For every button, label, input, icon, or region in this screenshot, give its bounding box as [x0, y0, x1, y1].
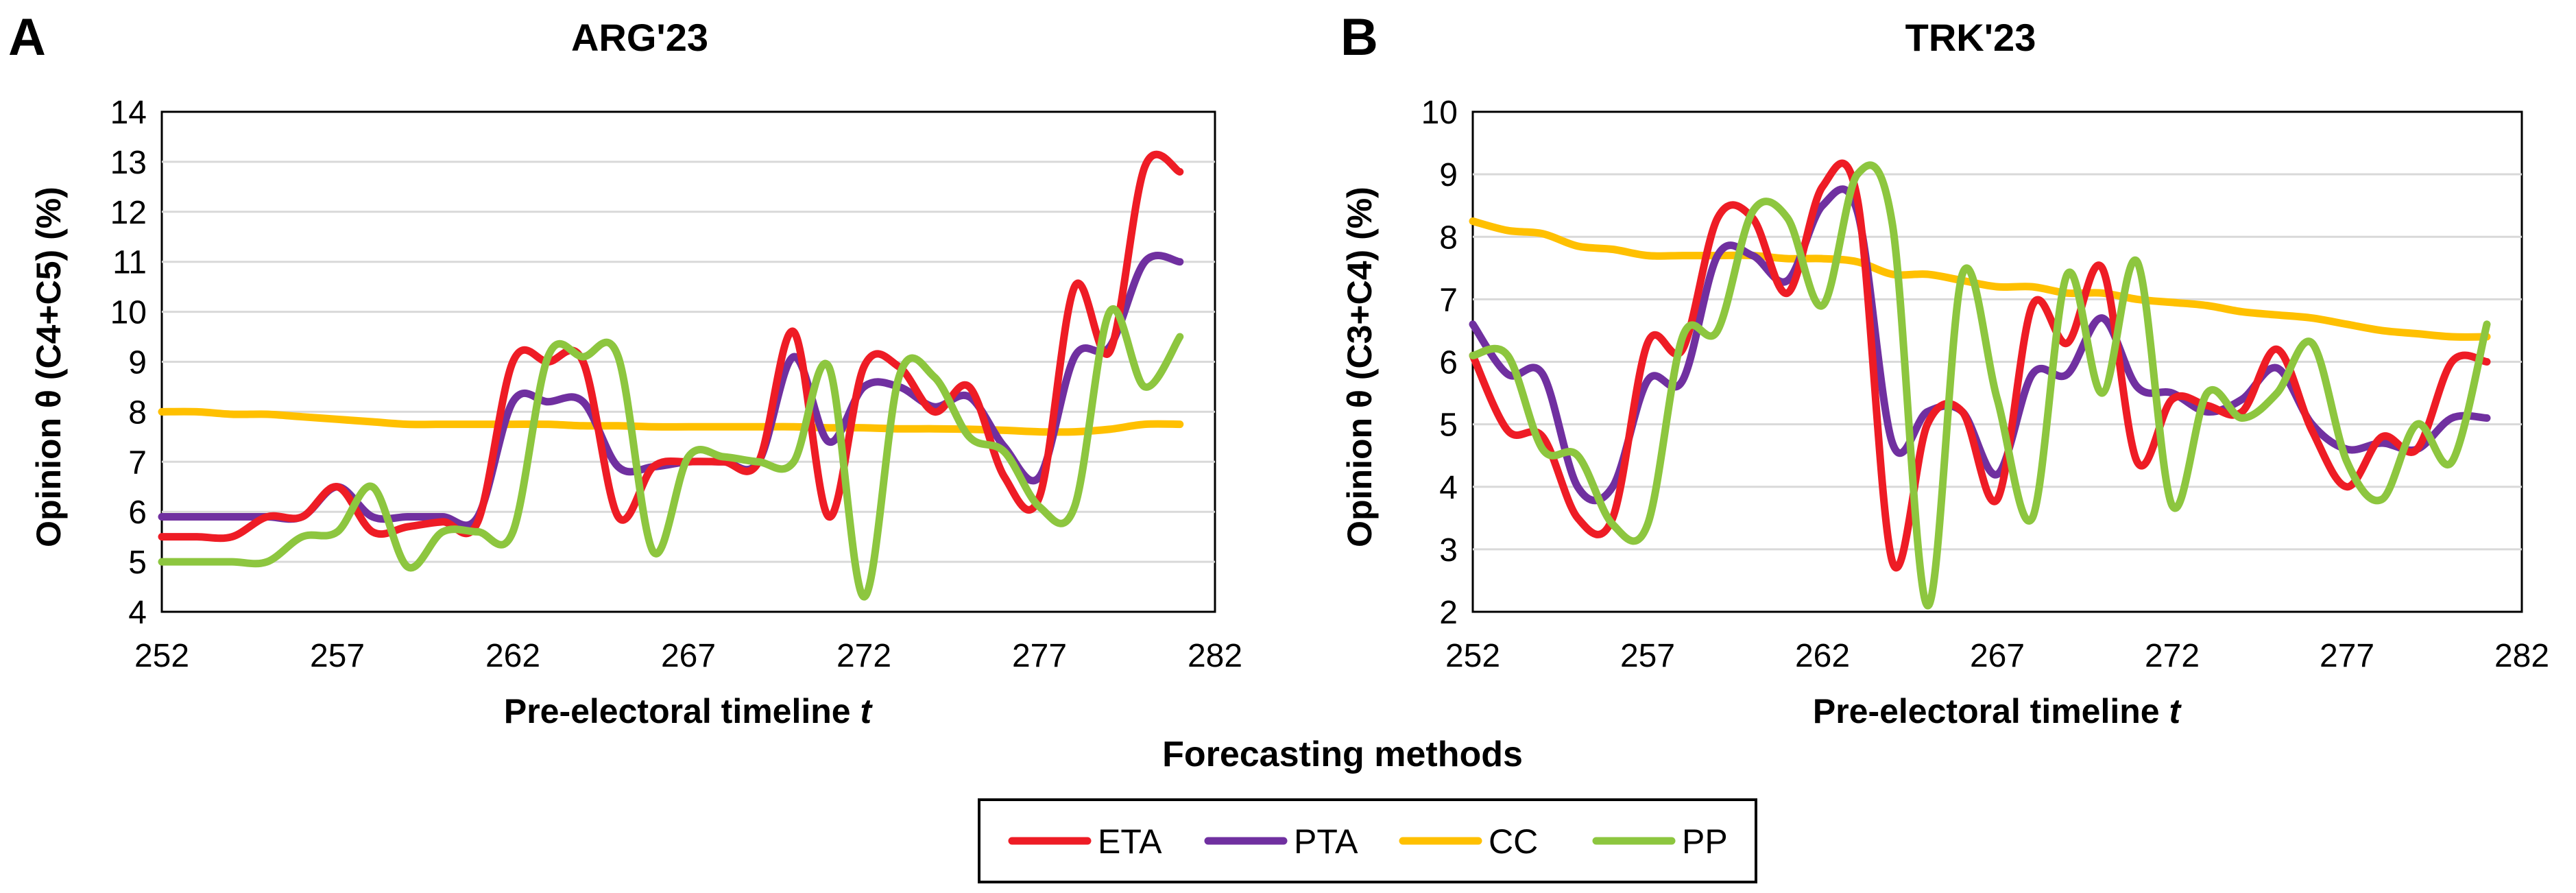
panel-a-y-tick-label: 10	[110, 295, 147, 331]
panel-b-x-tick-label: 277	[2320, 638, 2374, 674]
panel-a-y-tick-label: 6	[128, 495, 147, 531]
panel-a-y-tick-label: 7	[128, 444, 147, 481]
legend-label-pp: PP	[1682, 822, 1728, 861]
panel-a-x-tick-label: 282	[1188, 638, 1242, 674]
panel-b-series-eta-line	[1469, 159, 2491, 572]
panel-b-y-tick-label: 4	[1439, 470, 1458, 506]
panel-b-y-tick-label: 10	[1421, 95, 1458, 131]
panel-a-y-tick-label: 4	[128, 595, 147, 631]
panel-a-y-tick-label: 11	[112, 245, 147, 281]
panel-a-title: ARG'23	[571, 16, 708, 59]
panel-a-label: A	[8, 8, 46, 67]
legend-label-pta: PTA	[1294, 822, 1358, 861]
panel-b-y-axis-label: Opinion θ (C3+C4) (%)	[1340, 187, 1379, 547]
panel-b-x-tick-label: 262	[1795, 638, 1850, 674]
panel-b-y-tick-label: 3	[1439, 532, 1458, 569]
panel-b-title: TRK'23	[1905, 16, 2036, 59]
panel-b-x-tick-label: 272	[2145, 638, 2200, 674]
panel-a-x-tick-label: 272	[836, 638, 891, 674]
panel-a-y-tick-label: 8	[128, 394, 147, 431]
panel-a-y-tick-label: 13	[110, 145, 147, 181]
panel-b-series-cc-line	[1469, 217, 2491, 341]
panel-b-y-tick-label: 7	[1439, 282, 1458, 318]
legend-label-cc: CC	[1489, 822, 1538, 861]
panel-a-series-pp-line	[158, 305, 1184, 601]
legend: ETA PTA CC PP	[1008, 822, 1728, 861]
panel-b-x-tick-label: 267	[1970, 638, 2025, 674]
panel-b-x-tick-label: 257	[1620, 638, 1675, 674]
panel-a-x-tick-label: 262	[485, 638, 540, 674]
panel-a-y-axis-label: Opinion θ (C4+C5) (%)	[29, 187, 68, 547]
panel-a-x-tick-label: 252	[134, 638, 189, 674]
panel-a-series-eta-line	[158, 150, 1184, 543]
panel-b: B TRK'23 Opinion θ (C3+C4) (%) Pre-elect…	[1340, 8, 2549, 730]
panel-b-y-tick-label: 8	[1439, 219, 1458, 256]
legend-label-eta: ETA	[1098, 822, 1162, 861]
panel-b-x-axis-label: Pre-electoral timeline t	[1813, 692, 2182, 730]
panel-b-series-pp-line	[1469, 161, 2491, 610]
panel-b-y-tick-label: 9	[1439, 157, 1458, 193]
panel-a-y-tick-label: 12	[110, 195, 147, 231]
panel-a-x-tick-label: 257	[310, 638, 365, 674]
panel-a-x-tick-label: 277	[1012, 638, 1067, 674]
panel-b-x-tick-label: 282	[2494, 638, 2549, 674]
panel-b-y-tick-label: 5	[1439, 407, 1458, 444]
panel-a-y-tick-label: 14	[110, 95, 147, 131]
panel-b-label: B	[1340, 8, 1378, 67]
panel-b-y-tick-label: 2	[1439, 595, 1458, 631]
panel-a-series-cc-line	[158, 407, 1184, 436]
panel-a-y-tick-label: 5	[128, 545, 147, 581]
panel-b-x-tick-label: 252	[1445, 638, 1500, 674]
panel-a-x-axis-label: Pre-electoral timeline t	[504, 692, 874, 730]
panel-a-y-tick-label: 9	[128, 345, 147, 381]
figure-title: Forecasting methods	[1162, 735, 1523, 774]
panel-b-y-tick-label: 6	[1439, 345, 1458, 381]
panel-a-x-tick-label: 267	[661, 638, 716, 674]
panel-a: A ARG'23 Opinion θ (C4+C5) (%) Pre-elect…	[8, 8, 1242, 730]
